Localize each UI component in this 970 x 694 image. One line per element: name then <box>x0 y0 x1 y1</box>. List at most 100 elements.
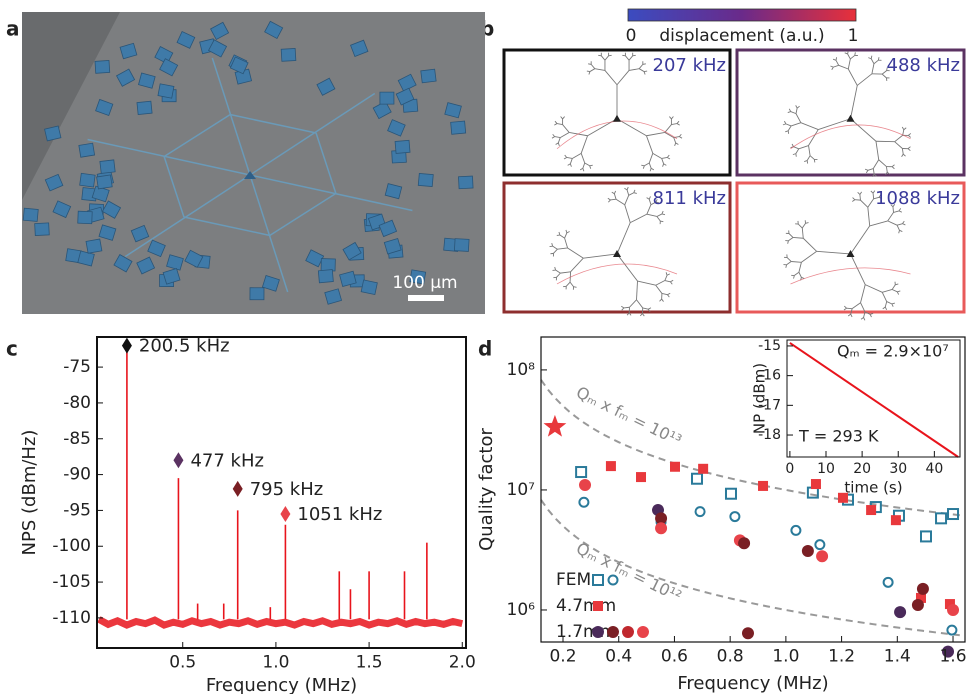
y-tick-label: 10⁸ <box>507 360 536 380</box>
sem-pad <box>380 92 394 104</box>
mode-panel: 1088 kHz <box>737 183 964 320</box>
mode-beam <box>633 55 636 56</box>
legend-label: FEM <box>556 570 591 590</box>
data-point <box>742 627 754 639</box>
scale-bar <box>408 295 444 301</box>
y-axis-label: Quality factor <box>476 428 497 551</box>
sem-pad <box>281 48 296 61</box>
data-point <box>891 515 901 525</box>
y-tick-label: -15 <box>758 338 781 354</box>
data-point <box>655 522 667 534</box>
mode-beam <box>870 313 873 314</box>
colorbar-max: 1 <box>848 26 859 46</box>
colorbar <box>628 9 856 21</box>
y-tick-label: 10⁶ <box>507 600 536 620</box>
mode-beam <box>860 194 861 200</box>
data-point <box>816 550 828 562</box>
mode-beam <box>848 314 851 316</box>
x-tick-label: 1.0 <box>772 646 799 666</box>
scale-bar-label: 100 μm <box>392 273 457 293</box>
x-tick-label: 1.6 <box>939 646 966 666</box>
mode-beam <box>641 165 644 166</box>
x-tick-label: 1.5 <box>356 652 383 672</box>
mode-frequency: 488 kHz <box>887 55 961 76</box>
y-axis-label: NPS (dBm/Hz) <box>19 430 40 556</box>
data-point <box>606 461 616 471</box>
sem-pad <box>321 259 335 271</box>
x-tick-label: 0.8 <box>717 646 744 666</box>
mode-beam <box>855 52 856 55</box>
data-point <box>802 545 814 557</box>
colorbar-min: 0 <box>626 26 637 46</box>
x-tick-label: 30 <box>889 461 907 477</box>
sem-pad <box>395 140 410 153</box>
panel-label: d <box>478 337 492 361</box>
sem-pad <box>318 270 333 283</box>
legend-marker <box>637 626 649 638</box>
data-point <box>670 462 680 472</box>
mode-beam <box>609 55 612 56</box>
data-point <box>917 583 929 595</box>
sem-pad <box>451 121 466 134</box>
mode-beam <box>642 314 644 316</box>
mode-beam <box>878 57 879 60</box>
x-tick-label: 0.6 <box>661 646 688 666</box>
mode-beam <box>588 64 591 65</box>
sem-pad <box>78 211 92 224</box>
sem-pad <box>418 173 433 186</box>
x-tick-label: 0.4 <box>605 646 632 666</box>
data-point <box>698 464 708 474</box>
mode-beam <box>622 55 625 56</box>
data-point <box>758 481 768 491</box>
mode-beam <box>851 314 852 317</box>
sem-pad <box>454 239 469 252</box>
colorbar-label: displacement (a.u.) <box>659 26 824 46</box>
mode-beam <box>870 314 871 317</box>
x-tick-label: 40 <box>925 461 943 477</box>
mode-beam <box>640 314 642 316</box>
x-tick-label: 20 <box>853 461 871 477</box>
x-axis-label: Frequency (MHz) <box>206 675 357 694</box>
figure: abcd100 μm0displacement (a.u.)1207 kHz48… <box>0 0 970 694</box>
y-tick-label: 10⁷ <box>507 480 536 500</box>
y-tick-label: -80 <box>63 393 91 413</box>
sem-pad <box>23 208 38 221</box>
legend-marker <box>592 626 604 638</box>
data-point <box>866 505 876 515</box>
data-point <box>579 479 591 491</box>
mode-panel: 488 kHz <box>737 50 964 177</box>
x-tick-label: 0 <box>785 461 794 477</box>
sem-pad <box>100 160 115 174</box>
legend-marker <box>593 601 603 611</box>
x-tick-label: 1.0 <box>262 652 289 672</box>
sem-pad <box>45 126 61 141</box>
mode-beam <box>864 317 865 320</box>
legend-marker <box>622 626 634 638</box>
x-tick-label: 0.5 <box>169 652 196 672</box>
inset-annotation: Qₘ = 2.9×10⁷ <box>837 342 949 361</box>
x-tick-label: 1.4 <box>884 646 911 666</box>
data-point <box>811 479 821 489</box>
sem-pad <box>86 239 102 253</box>
y-tick-label: -85 <box>63 429 91 449</box>
sem-pad <box>458 176 473 189</box>
legend-marker <box>607 626 619 638</box>
sem-pad <box>97 175 113 189</box>
peak-label: 477 kHz <box>190 450 264 471</box>
data-point <box>738 537 750 549</box>
mode-frequency: 811 kHz <box>653 188 727 209</box>
data-point <box>912 599 924 611</box>
panel-label: c <box>6 337 18 361</box>
sem-pad <box>95 60 110 73</box>
x-axis-label: time (s) <box>844 479 902 497</box>
sem-image <box>22 12 485 314</box>
mode-beam <box>644 71 647 72</box>
mode-beam <box>598 55 601 56</box>
mode-beam <box>871 56 872 59</box>
y-axis-label: NP (dBm) <box>751 363 769 434</box>
peak-label: 200.5 kHz <box>139 336 230 357</box>
y-tick-label: -100 <box>52 536 91 556</box>
sem-pad <box>250 288 264 300</box>
sem-pad <box>35 223 50 236</box>
chart: 200.5 kHz477 kHz795 kHz1051 kHz0.51.01.5… <box>19 336 476 694</box>
